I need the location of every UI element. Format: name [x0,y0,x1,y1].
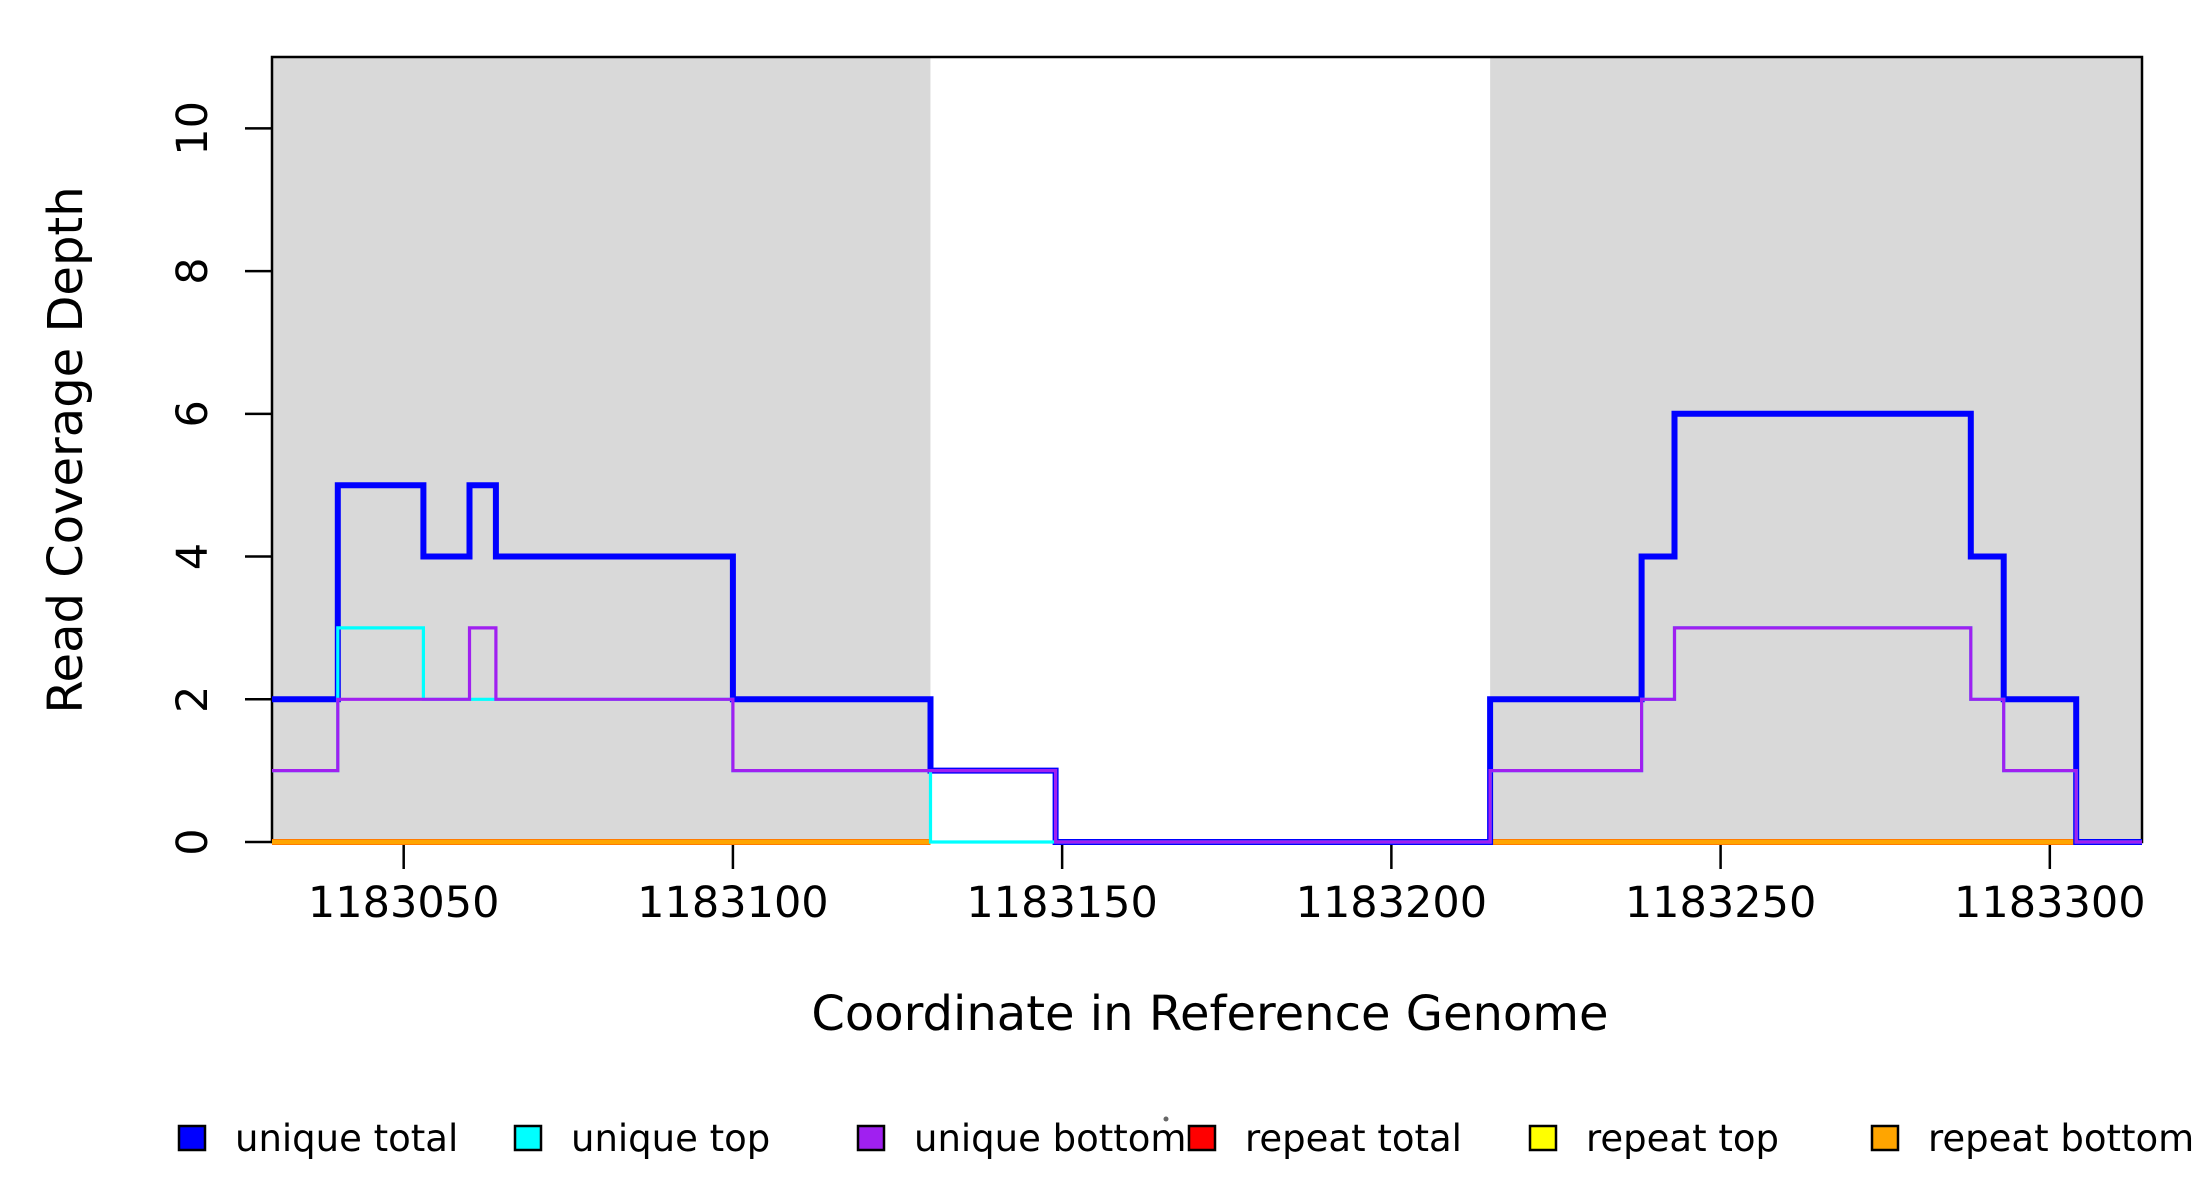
y-axis: 0 2 4 6 8 10 [168,101,272,856]
x-tick-label: 1183250 [1625,878,1817,928]
legend: unique total unique top unique bottom repea… [177,1117,2194,1160]
legend-swatch-repeat-bottom [1870,1124,1900,1152]
x-axis-title: Coordinate in Reference Genome [811,986,1608,1042]
legend-label: unique bottom [914,1117,1186,1160]
x-tick-label: 1183100 [637,878,829,928]
y-tick-label: 4 [168,543,218,570]
legend-label: repeat total [1245,1117,1462,1160]
legend-label: repeat top [1586,1117,1779,1160]
y-tick-label: 2 [168,686,218,713]
y-axis-title: Read Coverage Depth [38,186,94,713]
coverage-series [272,410,2142,845]
y-tick-label: 10 [168,101,218,156]
legend-swatch-unique-total [177,1124,207,1152]
legend-label: unique top [571,1117,770,1160]
y-tick-label: 0 [168,828,218,855]
legend-swatch-repeat-top [1528,1124,1558,1152]
x-tick-label: 1183200 [1296,878,1488,928]
repeat-region [1490,57,2142,842]
series-unique-bottom [272,626,2142,844]
legend-swatch-unique-top [513,1124,543,1152]
stray-dot-artifact [1163,1116,1169,1122]
repeat-shaded-regions [272,57,2142,842]
x-tick-label: 1183050 [308,878,500,928]
x-axis: 1183050 1183100 1183150 1183200 1183250 11833… [308,842,2146,928]
repeat-region [272,57,931,842]
y-tick-label: 6 [168,400,218,427]
legend-swatch-unique-bottom [856,1124,886,1152]
y-tick-label: 8 [168,257,218,284]
legend-label: unique total [235,1117,458,1160]
x-tick-label: 1183300 [1954,878,2146,928]
legend-swatch-repeat-total [1187,1124,1217,1152]
axis-titles: Coordinate in Reference Genome Read Cover… [38,186,1609,1042]
artifacts [1163,1116,1169,1122]
legend-label: repeat bottom [1928,1117,2194,1160]
x-tick-label: 1183150 [966,878,1158,928]
